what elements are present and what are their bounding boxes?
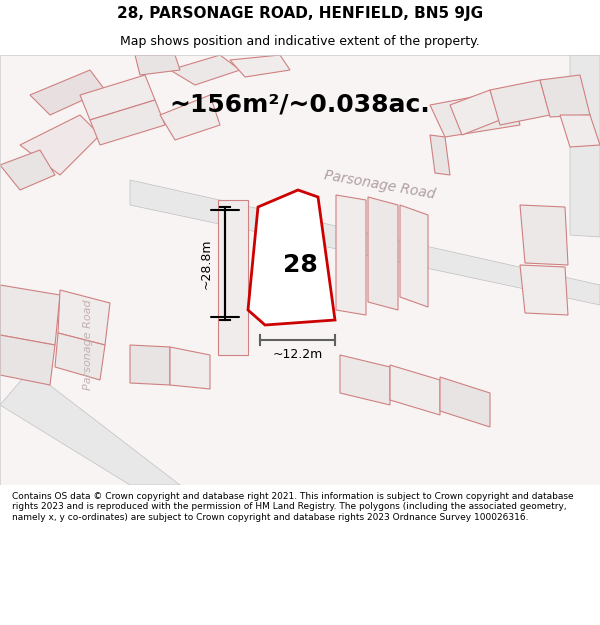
Text: Map shows position and indicative extent of the property.: Map shows position and indicative extent… [120, 35, 480, 48]
Polygon shape [58, 290, 110, 345]
Polygon shape [0, 335, 55, 385]
Text: ~28.8m: ~28.8m [200, 238, 213, 289]
Polygon shape [230, 55, 290, 77]
Polygon shape [368, 197, 398, 310]
Text: Parsonage Road: Parsonage Road [323, 168, 437, 202]
Polygon shape [390, 365, 440, 415]
Polygon shape [430, 135, 450, 175]
Polygon shape [170, 55, 240, 85]
Polygon shape [520, 205, 568, 265]
Text: ~156m²/~0.038ac.: ~156m²/~0.038ac. [170, 93, 430, 117]
Polygon shape [55, 333, 105, 380]
Polygon shape [490, 80, 550, 125]
Polygon shape [450, 90, 500, 135]
Polygon shape [135, 55, 180, 75]
Polygon shape [170, 347, 210, 389]
Polygon shape [440, 377, 490, 427]
Polygon shape [90, 100, 165, 145]
Polygon shape [130, 180, 600, 305]
Polygon shape [130, 345, 170, 385]
Polygon shape [570, 55, 600, 237]
Polygon shape [0, 370, 180, 485]
Polygon shape [430, 90, 520, 137]
Polygon shape [80, 75, 155, 120]
Polygon shape [160, 95, 220, 140]
Polygon shape [248, 190, 335, 325]
Polygon shape [30, 70, 105, 115]
Polygon shape [520, 265, 568, 315]
Polygon shape [0, 285, 60, 345]
Polygon shape [400, 205, 428, 307]
Polygon shape [218, 200, 248, 355]
Polygon shape [0, 150, 55, 190]
Text: ~12.2m: ~12.2m [272, 349, 323, 361]
Polygon shape [20, 115, 100, 175]
Text: Contains OS data © Crown copyright and database right 2021. This information is : Contains OS data © Crown copyright and d… [12, 492, 574, 522]
Text: Parsonage Road: Parsonage Road [83, 299, 93, 390]
Text: 28, PARSONAGE ROAD, HENFIELD, BN5 9JG: 28, PARSONAGE ROAD, HENFIELD, BN5 9JG [117, 6, 483, 21]
Text: 28: 28 [283, 253, 317, 277]
Polygon shape [560, 115, 600, 147]
Polygon shape [340, 355, 390, 405]
Polygon shape [540, 75, 590, 117]
Polygon shape [336, 195, 366, 315]
